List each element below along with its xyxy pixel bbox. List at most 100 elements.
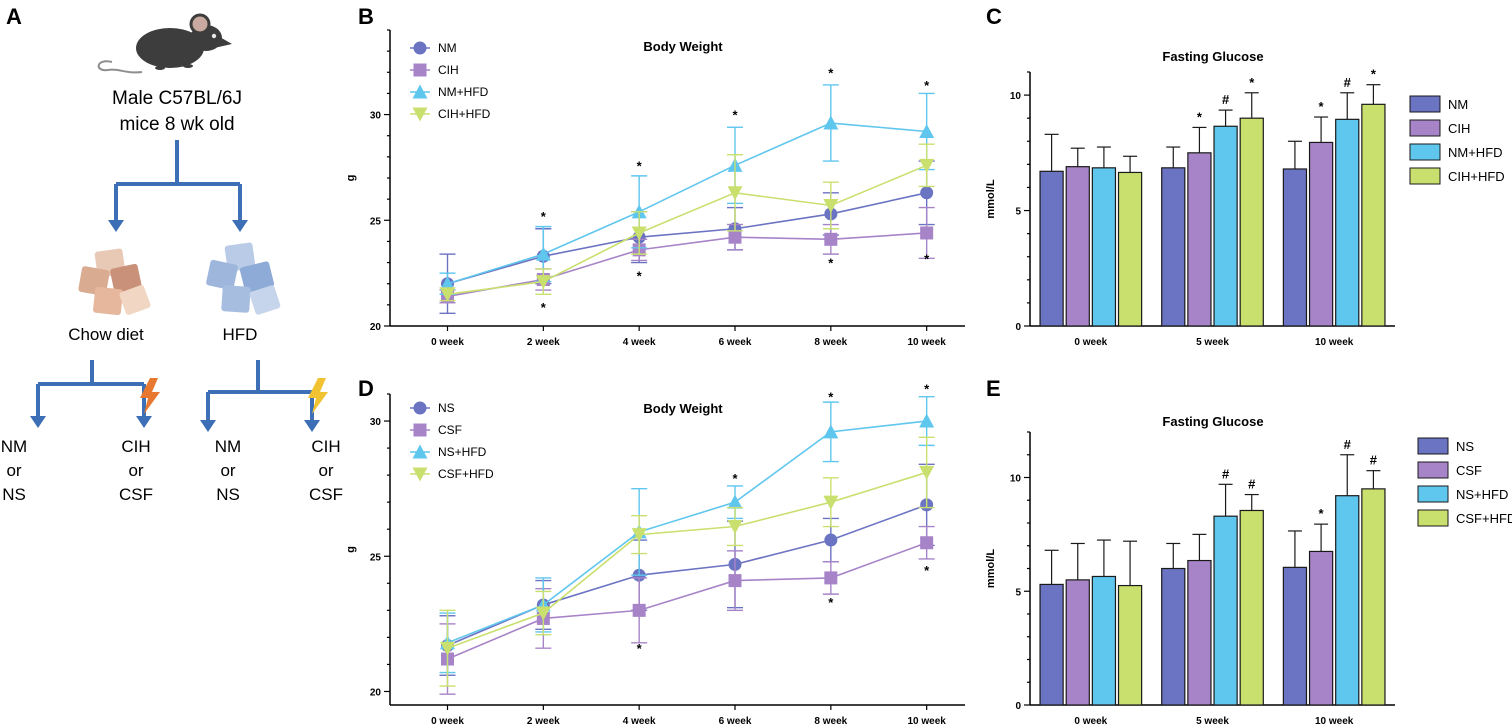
legend-item-ns-hfd: NS+HFD	[410, 444, 487, 459]
panel-label-c: C	[986, 4, 1002, 29]
significance-marker: *	[828, 256, 834, 271]
x-tick-label: 2 week	[527, 716, 560, 727]
significance-marker: *	[924, 78, 930, 93]
series-line-cih	[447, 232, 927, 298]
legend-marker	[412, 467, 428, 482]
x-tick-label: 6 week	[719, 337, 752, 348]
legend-label: NS+HFD	[1456, 487, 1508, 502]
bar-ns	[1161, 567, 1186, 706]
legend-swatch	[1409, 143, 1441, 161]
bar-ns	[1282, 566, 1308, 706]
legend-swatch	[1409, 119, 1441, 137]
legend-label: NM+HFD	[438, 85, 489, 99]
leaf1-line2: or	[6, 461, 21, 480]
series-cih	[439, 206, 935, 304]
bar-cih	[1308, 141, 1334, 327]
x-tick-label: 5 week	[1196, 337, 1229, 348]
significance-marker: *	[1371, 67, 1377, 82]
significance-marker: #	[1370, 453, 1378, 468]
leaf4-line2: or	[318, 461, 333, 480]
data-point-nm-hfd	[823, 115, 839, 130]
x-tick-label: 4 week	[623, 337, 656, 348]
legend-swatch	[1417, 437, 1449, 455]
data-point-csf-hfd	[919, 465, 935, 480]
significance-marker: *	[924, 563, 930, 578]
y-tick-label: 20	[370, 322, 382, 333]
legend-label: CSF	[438, 423, 462, 437]
x-tick-label: 0 week	[1074, 716, 1107, 727]
legend-item-nm-hfd: NM+HFD	[1409, 143, 1503, 161]
hfd-cubes-icon	[206, 242, 281, 315]
y-tick-label: 5	[1015, 207, 1021, 218]
bar-cih-hfd	[1361, 103, 1386, 327]
significance-marker: #	[1344, 437, 1352, 452]
y-tick-label: 25	[370, 216, 382, 227]
diet-label-chow: Chow diet	[68, 325, 144, 344]
data-point-csf	[920, 536, 934, 550]
leaf1-line1: NM	[1, 437, 27, 456]
x-tick-label: 10 week	[907, 716, 946, 727]
legend: NM CIH NM+HFD CIH+HFD	[410, 41, 491, 122]
chart-title: Fasting Glucose	[1162, 49, 1263, 64]
legend-item-ns: NS	[410, 401, 455, 415]
bar-csf	[1187, 559, 1212, 706]
diagram-title-line2: mice 8 wk old	[119, 114, 234, 135]
legend-item-nm-hfd: NM+HFD	[410, 84, 489, 99]
x-tick-label: 0 week	[431, 337, 464, 348]
panel-label-d: D	[358, 376, 374, 401]
significance-marker: #	[1222, 92, 1230, 107]
leaf2-line3: CSF	[119, 485, 153, 504]
legend-item-csf: CSF	[410, 423, 462, 437]
chart-e-fasting-glucose: 0 5 10 mmol/L Fasting Glucose 0 week 5 week 10 …	[985, 414, 1512, 727]
y-tick-label: 10	[1010, 474, 1022, 485]
legend-item-ns-hfd: NS+HFD	[1417, 485, 1508, 503]
chart-title: Fasting Glucose	[1162, 414, 1263, 429]
significance-marker: *	[637, 268, 643, 283]
legend-label: NM	[438, 41, 457, 55]
significance-marker: *	[828, 65, 834, 80]
bar-nm-hfd	[1335, 118, 1360, 327]
bar-nm-hfd	[1213, 125, 1238, 327]
x-tick-label: 8 week	[814, 716, 847, 727]
data-point-csf-hfd	[823, 495, 839, 510]
tree-arrowheads	[30, 220, 320, 432]
significance-marker: *	[1249, 75, 1255, 90]
legend-marker	[412, 444, 428, 459]
diet-label-hfd: HFD	[223, 325, 258, 344]
data-point-nm-hfd	[440, 276, 455, 291]
data-point-ns-hfd	[823, 424, 839, 439]
legend-marker	[412, 84, 428, 99]
chart-b-body-weight: 20 25 30 g 0 week 2 week 4 week 6 week 8 week 10 …	[345, 29, 965, 348]
bar-nm	[1161, 167, 1186, 327]
chow-cubes-icon	[78, 248, 151, 316]
series-line-ns	[447, 504, 927, 647]
significance-marker: *	[1319, 99, 1325, 114]
significance-marker: #	[1222, 466, 1230, 481]
series-csf	[439, 525, 935, 695]
data-point-ns	[824, 533, 838, 547]
legend-item-ns: NS	[1417, 437, 1474, 455]
data-point-csf	[824, 571, 838, 585]
leaf2-line1: CIH	[121, 437, 150, 456]
bar-ns-hfd	[1335, 495, 1360, 706]
series-line-ns-hfd	[447, 420, 927, 644]
significance-marker: #	[1248, 477, 1256, 492]
bar-ns	[1039, 583, 1064, 706]
mouse-icon	[97, 13, 232, 74]
legend-label: CIH	[1448, 121, 1470, 136]
x-tick-label: 0 week	[431, 716, 464, 727]
legend-label: NS+HFD	[438, 445, 487, 459]
bar-cih-hfd	[1239, 117, 1264, 327]
bar-csf-hfd	[1361, 488, 1386, 706]
legend-label: NS	[1456, 439, 1474, 454]
data-point-cih	[824, 232, 838, 246]
chart-title: Body Weight	[643, 401, 723, 416]
x-tick-label: 10 week	[1315, 337, 1354, 348]
data-point-csf-hfd	[727, 520, 743, 535]
legend-item-cih-hfd: CIH+HFD	[1409, 167, 1505, 185]
series-cih-hfd	[439, 143, 935, 302]
series-line-nm	[447, 192, 927, 285]
data-point-nm	[920, 186, 934, 200]
bar-nm	[1039, 170, 1064, 327]
